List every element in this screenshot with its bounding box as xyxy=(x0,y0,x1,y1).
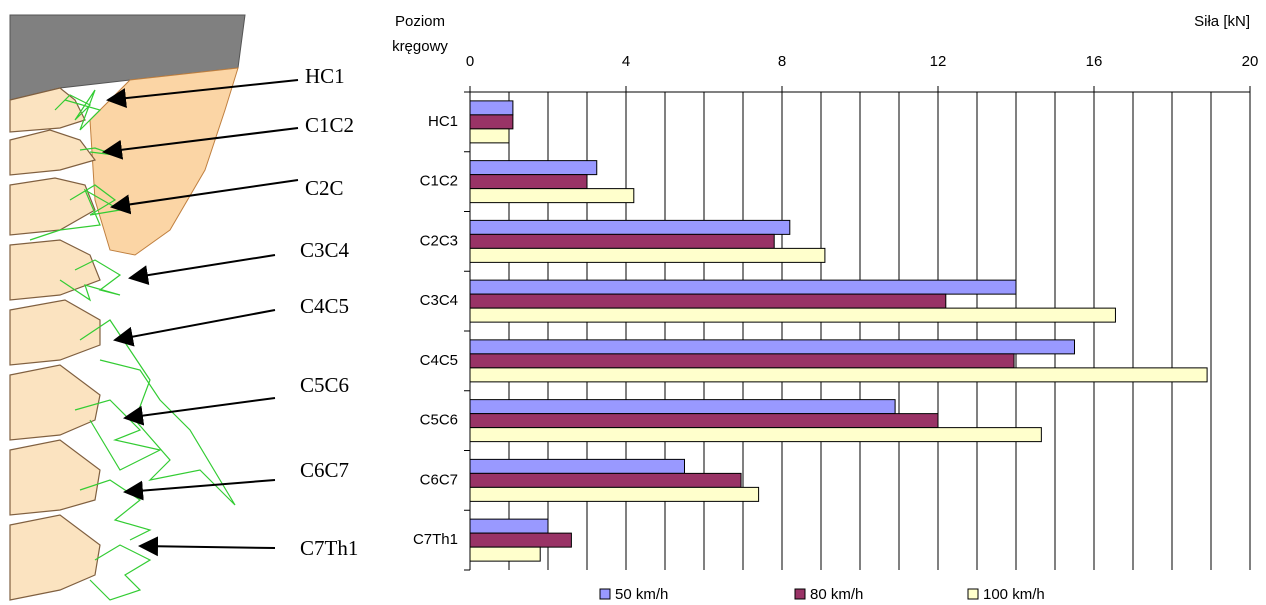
arrow-label: C7Th1 xyxy=(300,536,358,560)
arrow-label: C2C xyxy=(305,176,344,200)
bar xyxy=(470,473,741,487)
y-tick-label: C1C2 xyxy=(420,173,458,190)
y-tick-label: C3C4 xyxy=(420,292,458,309)
x-tick-label: 8 xyxy=(778,53,786,70)
y-axis-label: kręgowy xyxy=(392,38,448,55)
arrow-label: C6C7 xyxy=(300,458,349,482)
y-axis-label: Poziom xyxy=(395,13,445,30)
legend-swatch xyxy=(600,589,610,599)
bar xyxy=(470,280,1016,294)
arrow-label: C4C5 xyxy=(300,294,349,318)
bar xyxy=(470,414,938,428)
arrow-label: HC1 xyxy=(305,64,345,88)
spine-illustration: HC1 C1C2 C2C C3C4 C4C5 C5C6 C6C7 C7Th1 xyxy=(10,15,358,600)
legend-swatch xyxy=(968,589,978,599)
bar xyxy=(470,101,513,115)
bar xyxy=(470,519,548,533)
bar xyxy=(470,459,685,473)
y-tick-label: C6C7 xyxy=(420,471,458,488)
arrow-label: C1C2 xyxy=(305,113,354,137)
bar xyxy=(470,428,1041,442)
arrow-label: C5C6 xyxy=(300,373,349,397)
bar xyxy=(470,175,587,189)
x-tick-label: 20 xyxy=(1242,53,1259,70)
bar xyxy=(470,294,946,308)
bar xyxy=(470,368,1207,382)
legend-label: 50 km/h xyxy=(615,586,668,603)
bar xyxy=(470,400,895,414)
bar xyxy=(470,189,634,203)
plot: 0 4 8 12 16 20 HC1 C1C2 C2C3 C3C4 C4C5 C5C6 C6C7 C7Th… xyxy=(413,53,1258,603)
bar xyxy=(470,533,571,547)
y-tick-label: C7Th1 xyxy=(413,531,458,548)
bar xyxy=(470,161,597,175)
bar xyxy=(470,248,825,262)
bar xyxy=(470,547,540,561)
x-tick-label: 0 xyxy=(466,53,474,70)
y-tick-label: HC1 xyxy=(428,113,458,130)
bar xyxy=(470,340,1075,354)
x-axis-label: Siła [kN] xyxy=(1194,13,1250,30)
x-tick-label: 16 xyxy=(1086,53,1103,70)
y-tick-label: C4C5 xyxy=(420,352,458,369)
bar xyxy=(470,115,513,129)
bar xyxy=(470,308,1115,322)
bar xyxy=(470,220,790,234)
y-tick-label: C2C3 xyxy=(420,232,458,249)
bar xyxy=(470,354,1014,368)
bar xyxy=(470,487,759,501)
legend-label: 100 km/h xyxy=(983,586,1045,603)
legend-label: 80 km/h xyxy=(810,586,863,603)
bar xyxy=(470,234,774,248)
arrow-label: C3C4 xyxy=(300,238,350,262)
figure: HC1 C1C2 C2C C3C4 C4C5 C5C6 C6C7 C7Th1 P… xyxy=(0,0,1266,605)
legend-swatch xyxy=(795,589,805,599)
x-tick-label: 4 xyxy=(622,53,630,70)
bar xyxy=(470,129,509,143)
y-tick-label: C5C6 xyxy=(420,412,458,429)
x-tick-label: 12 xyxy=(930,53,947,70)
